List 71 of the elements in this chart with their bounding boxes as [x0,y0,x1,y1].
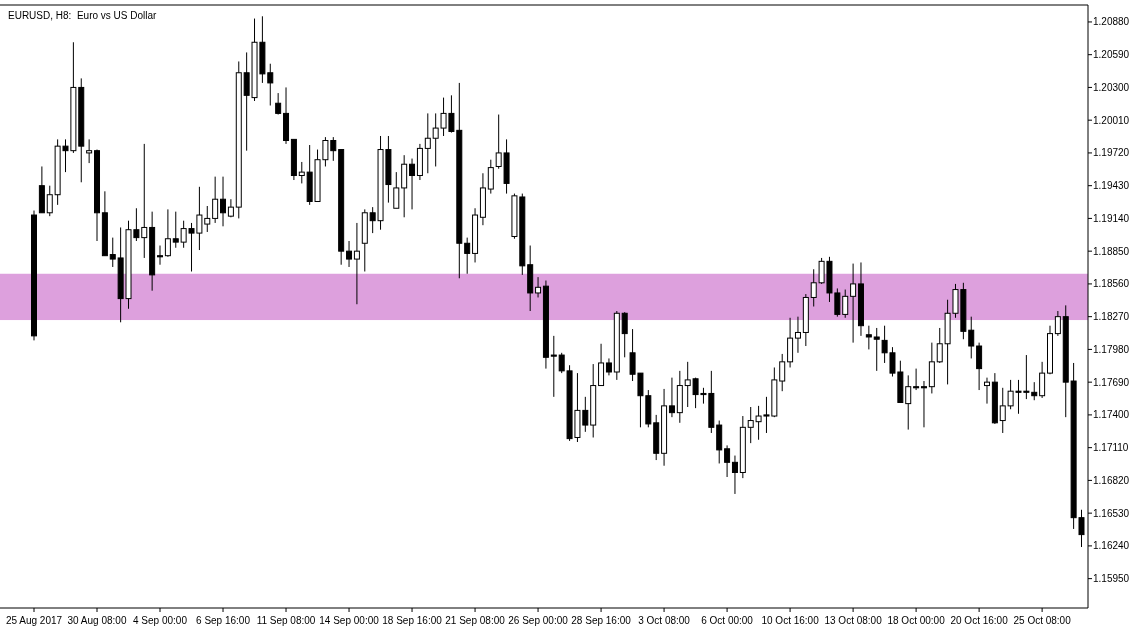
candlestick [598,343,605,387]
x-tick-label: 21 Sep 08:00 [445,615,506,626]
y-tick-label: 1.15950 [1093,573,1130,585]
x-tick-label: 25 Aug 2017 [5,615,63,626]
candlestick [842,289,849,319]
x-tick-label: 4 Sep 00:00 [133,615,188,626]
candlestick [212,176,219,224]
candlestick [464,237,471,275]
x-tick-label: 6 Oct 00:00 [701,615,754,626]
y-tick-label: 1.18270 [1093,311,1130,323]
candlestick [346,240,353,268]
y-tick-label: 1.19720 [1093,147,1130,159]
candlestick [393,171,400,209]
candlestick [409,158,416,210]
candlestick [157,245,164,266]
y-tick-label: 1.20300 [1093,81,1130,93]
y-tick-label: 1.16530 [1093,507,1130,519]
candlestick [550,335,557,398]
candlestick [787,317,794,368]
candlestick [353,222,360,305]
candlestick [1054,310,1061,337]
candlestick [724,444,731,478]
candlestick [850,263,857,344]
candlestick [86,138,93,164]
candlestick [220,176,227,227]
candlestick [535,276,542,298]
y-tick-label: 1.18850 [1093,245,1130,257]
x-tick-label: 18 Sep 16:00 [382,615,443,626]
x-tick-label: 26 Sep 00:00 [508,615,569,626]
x-tick-label: 18 Oct 00:00 [887,615,946,626]
y-tick-label: 1.20010 [1093,114,1130,126]
y-tick-label: 1.20880 [1093,16,1130,28]
x-tick-label: 13 Oct 08:00 [824,615,883,626]
x-tick-label: 14 Sep 00:00 [319,615,380,626]
candlestick [621,311,628,358]
candlestick [731,455,738,495]
candlestick [164,208,171,258]
candlestick [298,161,305,184]
candlestick [865,325,872,350]
candlestick [487,159,494,195]
x-tick-label: 25 Oct 08:00 [1013,615,1072,626]
candlestick [920,380,927,428]
x-tick-label: 30 Aug 08:00 [67,615,127,626]
candlestick [873,327,880,372]
y-tick-label: 1.17110 [1093,442,1129,454]
candlestick [976,342,983,391]
candlestick [983,377,990,405]
candlestick [1039,361,1046,399]
candlestick [668,377,675,418]
y-tick-label: 1.16820 [1093,474,1130,486]
y-tick-label: 1.18560 [1093,278,1130,290]
y-tick-label: 1.17400 [1093,409,1130,421]
x-tick-label: 11 Sep 08:00 [256,615,316,626]
y-tick-label: 1.19430 [1093,180,1130,192]
y-tick-label: 1.16240 [1093,540,1130,552]
y-tick-label: 1.17980 [1093,343,1130,355]
x-tick-label: 6 Sep 16:00 [196,615,251,626]
text: EURUSD, H8: Euro vs US Dollar [8,10,158,21]
candlestick [275,92,282,116]
candlestick [794,316,801,354]
candlestick [913,368,920,391]
y-tick-label: 1.20590 [1093,49,1130,61]
x-tick-label: 10 Oct 16:00 [761,615,820,626]
x-tick-label: 28 Sep 16:00 [571,615,632,626]
y-tick-label: 1.17690 [1093,376,1130,388]
x-tick-label: 3 Oct 08:00 [638,615,691,626]
candlestick [424,112,431,174]
y-tick-label: 1.19140 [1093,212,1130,224]
x-tick-label: 20 Oct 16:00 [950,615,1009,626]
candlestick [401,154,408,218]
candlestick [779,353,786,392]
